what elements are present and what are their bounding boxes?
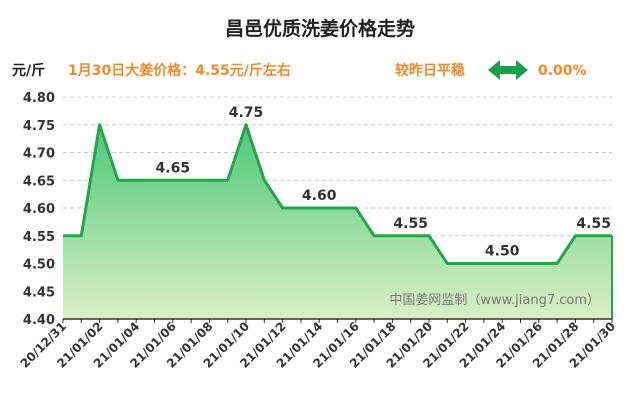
y-tick-label: 4.75 [23,119,55,134]
y-tick-label: 4.70 [23,147,55,162]
x-axis [62,235,613,323]
chart-title: 昌邑优质洗姜价格走势 [225,17,415,40]
y-tick-label: 4.55 [23,230,55,245]
data-label: 4.50 [485,244,520,260]
y-tick-label: 4.80 [23,91,55,106]
double-arrow-icon [488,60,528,80]
data-labels: 4.75 4.65 4.60 4.55 4.50 4.55 [156,105,611,260]
y-tick-label: 4.60 [23,202,55,217]
price-line [63,123,612,265]
data-label: 4.75 [229,105,264,121]
y-tick-label: 4.50 [23,258,55,273]
y-tick-label: 4.45 [23,285,55,300]
price-info-text: 1月30日大姜价格：4.55元/斤左右 [68,62,291,79]
change-label: 较昨日平稳 [395,62,465,79]
data-label: 4.65 [156,160,191,176]
data-label: 4.60 [302,188,337,204]
data-label: 4.55 [393,216,428,232]
data-label: 4.55 [576,216,611,232]
y-axis-unit: 元/斤 [12,62,45,79]
x-axis-ticks: 20/12/3121/01/0221/01/0421/01/0621/01/08… [18,319,619,371]
y-tick-label: 4.40 [23,313,55,328]
y-tick-label: 4.65 [23,174,55,189]
watermark: 中国姜网监制（www.jiang7.com） [389,293,600,308]
price-area [63,124,612,319]
change-value: 0.00% [538,63,587,79]
y-axis-ticks: 4.40 4.45 4.50 4.55 4.60 4.65 4.70 4.75 4.80 [23,91,55,328]
